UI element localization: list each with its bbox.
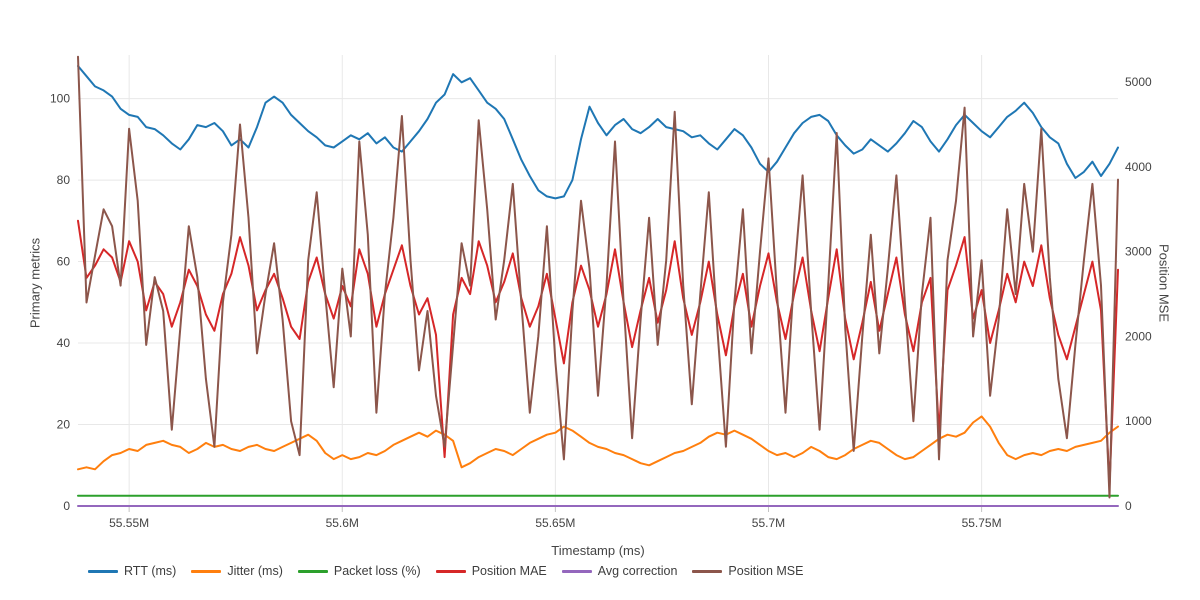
y-right-tick-label: 2000 xyxy=(1125,329,1152,343)
y-left-tick-label: 20 xyxy=(57,418,71,432)
legend-item-rtt[interactable]: RTT (ms) xyxy=(88,564,176,578)
y-left-tick-label: 0 xyxy=(63,499,70,513)
y-axis-title-right: Position MSE xyxy=(1156,243,1172,323)
x-axis-title: Timestamp (ms) xyxy=(551,543,645,558)
y-left-tick-label: 40 xyxy=(57,336,71,350)
series-line-jitter-ms xyxy=(77,415,1119,471)
legend-label-avg-correction: Avg correction xyxy=(597,564,678,578)
legend-label-jitter: Jitter (ms) xyxy=(227,564,283,578)
legend-item-avg-correction[interactable]: Avg correction xyxy=(561,564,678,578)
y-left-tick-label: 100 xyxy=(50,92,70,106)
x-tick-label: 55.7M xyxy=(752,516,785,530)
legend-swatch-position-mae xyxy=(435,569,466,573)
x-tick-label: 55.75M xyxy=(962,516,1002,530)
legend-label-position-mse: Position MSE xyxy=(728,564,804,578)
legend-swatch-packet-loss xyxy=(297,569,328,573)
y-axis-title-left: Primary metrics xyxy=(27,237,43,329)
x-tick-label: 55.6M xyxy=(326,516,359,530)
legend-item-packet-loss[interactable]: Packet loss (%) xyxy=(297,564,421,578)
legend-label-position-mae: Position MAE xyxy=(471,564,547,578)
y-right-tick-label: 4000 xyxy=(1125,160,1152,174)
legend-item-position-mae[interactable]: Position MAE xyxy=(435,564,547,578)
legend-item-jitter[interactable]: Jitter (ms) xyxy=(191,564,283,578)
series-line-rtt-ms xyxy=(77,65,1119,200)
legend-swatch-rtt xyxy=(88,569,118,573)
legend-item-position-mse[interactable]: Position MSE xyxy=(692,564,803,578)
y-right-tick-label: 0 xyxy=(1125,499,1132,513)
series-line-position-mse xyxy=(77,55,1119,499)
y-left-tick-label: 80 xyxy=(57,173,71,187)
y-right-tick-label: 5000 xyxy=(1125,75,1152,89)
legend-swatch-avg-correction xyxy=(561,569,592,573)
legend-label-rtt: RTT (ms) xyxy=(124,564,177,578)
x-tick-label: 55.65M xyxy=(535,516,575,530)
chart-legend: RTT (ms) Jitter (ms) Packet loss (%) Pos… xyxy=(88,564,803,578)
y-right-tick-label: 1000 xyxy=(1125,414,1152,428)
legend-swatch-position-mse xyxy=(692,569,723,573)
y-left-tick-label: 60 xyxy=(57,255,71,269)
legend-label-packet-loss: Packet loss (%) xyxy=(333,564,421,578)
x-tick-label: 55.55M xyxy=(109,516,149,530)
y-right-tick-label: 3000 xyxy=(1125,245,1152,259)
legend-swatch-jitter xyxy=(191,569,222,573)
